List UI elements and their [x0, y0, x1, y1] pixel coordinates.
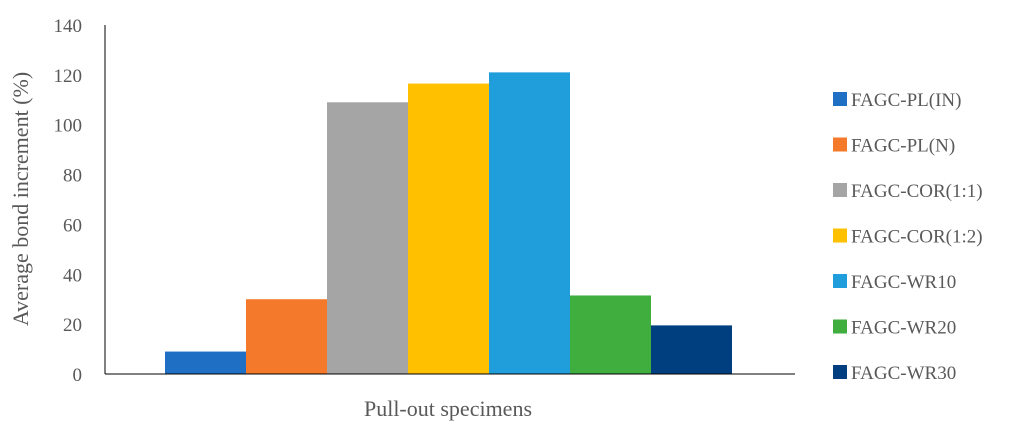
y-tick-label: 100 [54, 116, 83, 137]
legend-label: FAGC-COR(1:2) [851, 227, 983, 248]
bar [165, 351, 246, 374]
legend-label: FAGC-PL(N) [851, 136, 955, 157]
legend-item: FAGC-PL(N) [833, 136, 955, 157]
bar [327, 102, 408, 375]
legend-swatch [833, 92, 847, 106]
legend-label: FAGC-WR10 [851, 272, 956, 293]
legend-item: FAGC-WR10 [833, 272, 956, 293]
legend-label: FAGC-WR30 [851, 363, 956, 384]
legend-swatch [833, 365, 847, 379]
legend: FAGC-PL(IN) FAGC-PL(N) FAGC-COR(1:1) FAGC-C… [833, 90, 983, 384]
bar [246, 299, 327, 374]
y-axis-title: Average bond increment (%) [8, 72, 33, 326]
legend-swatch [833, 228, 847, 243]
legend-label: FAGC-PL(IN) [851, 90, 961, 111]
bar [408, 83, 489, 374]
y-tick-label: 140 [54, 16, 83, 37]
legend-item: FAGC-COR(1:2) [833, 227, 983, 248]
y-tick-label: 80 [63, 166, 82, 187]
x-axis-title: Pull-out specimens [364, 396, 532, 421]
legend-item: FAGC-COR(1:1) [833, 181, 983, 202]
legend-item: FAGC-WR20 [833, 318, 956, 339]
legend-item: FAGC-WR30 [833, 363, 956, 384]
bars [165, 72, 732, 375]
bar [651, 325, 732, 374]
legend-label: FAGC-COR(1:1) [851, 181, 983, 202]
legend-item: FAGC-PL(IN) [833, 90, 961, 111]
bar [570, 295, 651, 374]
y-tick-label: 120 [54, 66, 83, 87]
y-tick-label: 60 [63, 215, 82, 236]
legend-swatch [833, 274, 847, 288]
legend-swatch [833, 183, 847, 197]
y-tick-label: 0 [73, 365, 83, 386]
legend-label: FAGC-WR20 [851, 318, 956, 339]
legend-swatch [833, 137, 847, 152]
legend-swatch [833, 319, 847, 334]
y-axis-ticks: 0 20 40 60 80 100 120 140 [54, 16, 83, 386]
y-tick-label: 20 [63, 315, 82, 336]
y-tick-label: 40 [63, 265, 82, 286]
bar [489, 72, 570, 374]
